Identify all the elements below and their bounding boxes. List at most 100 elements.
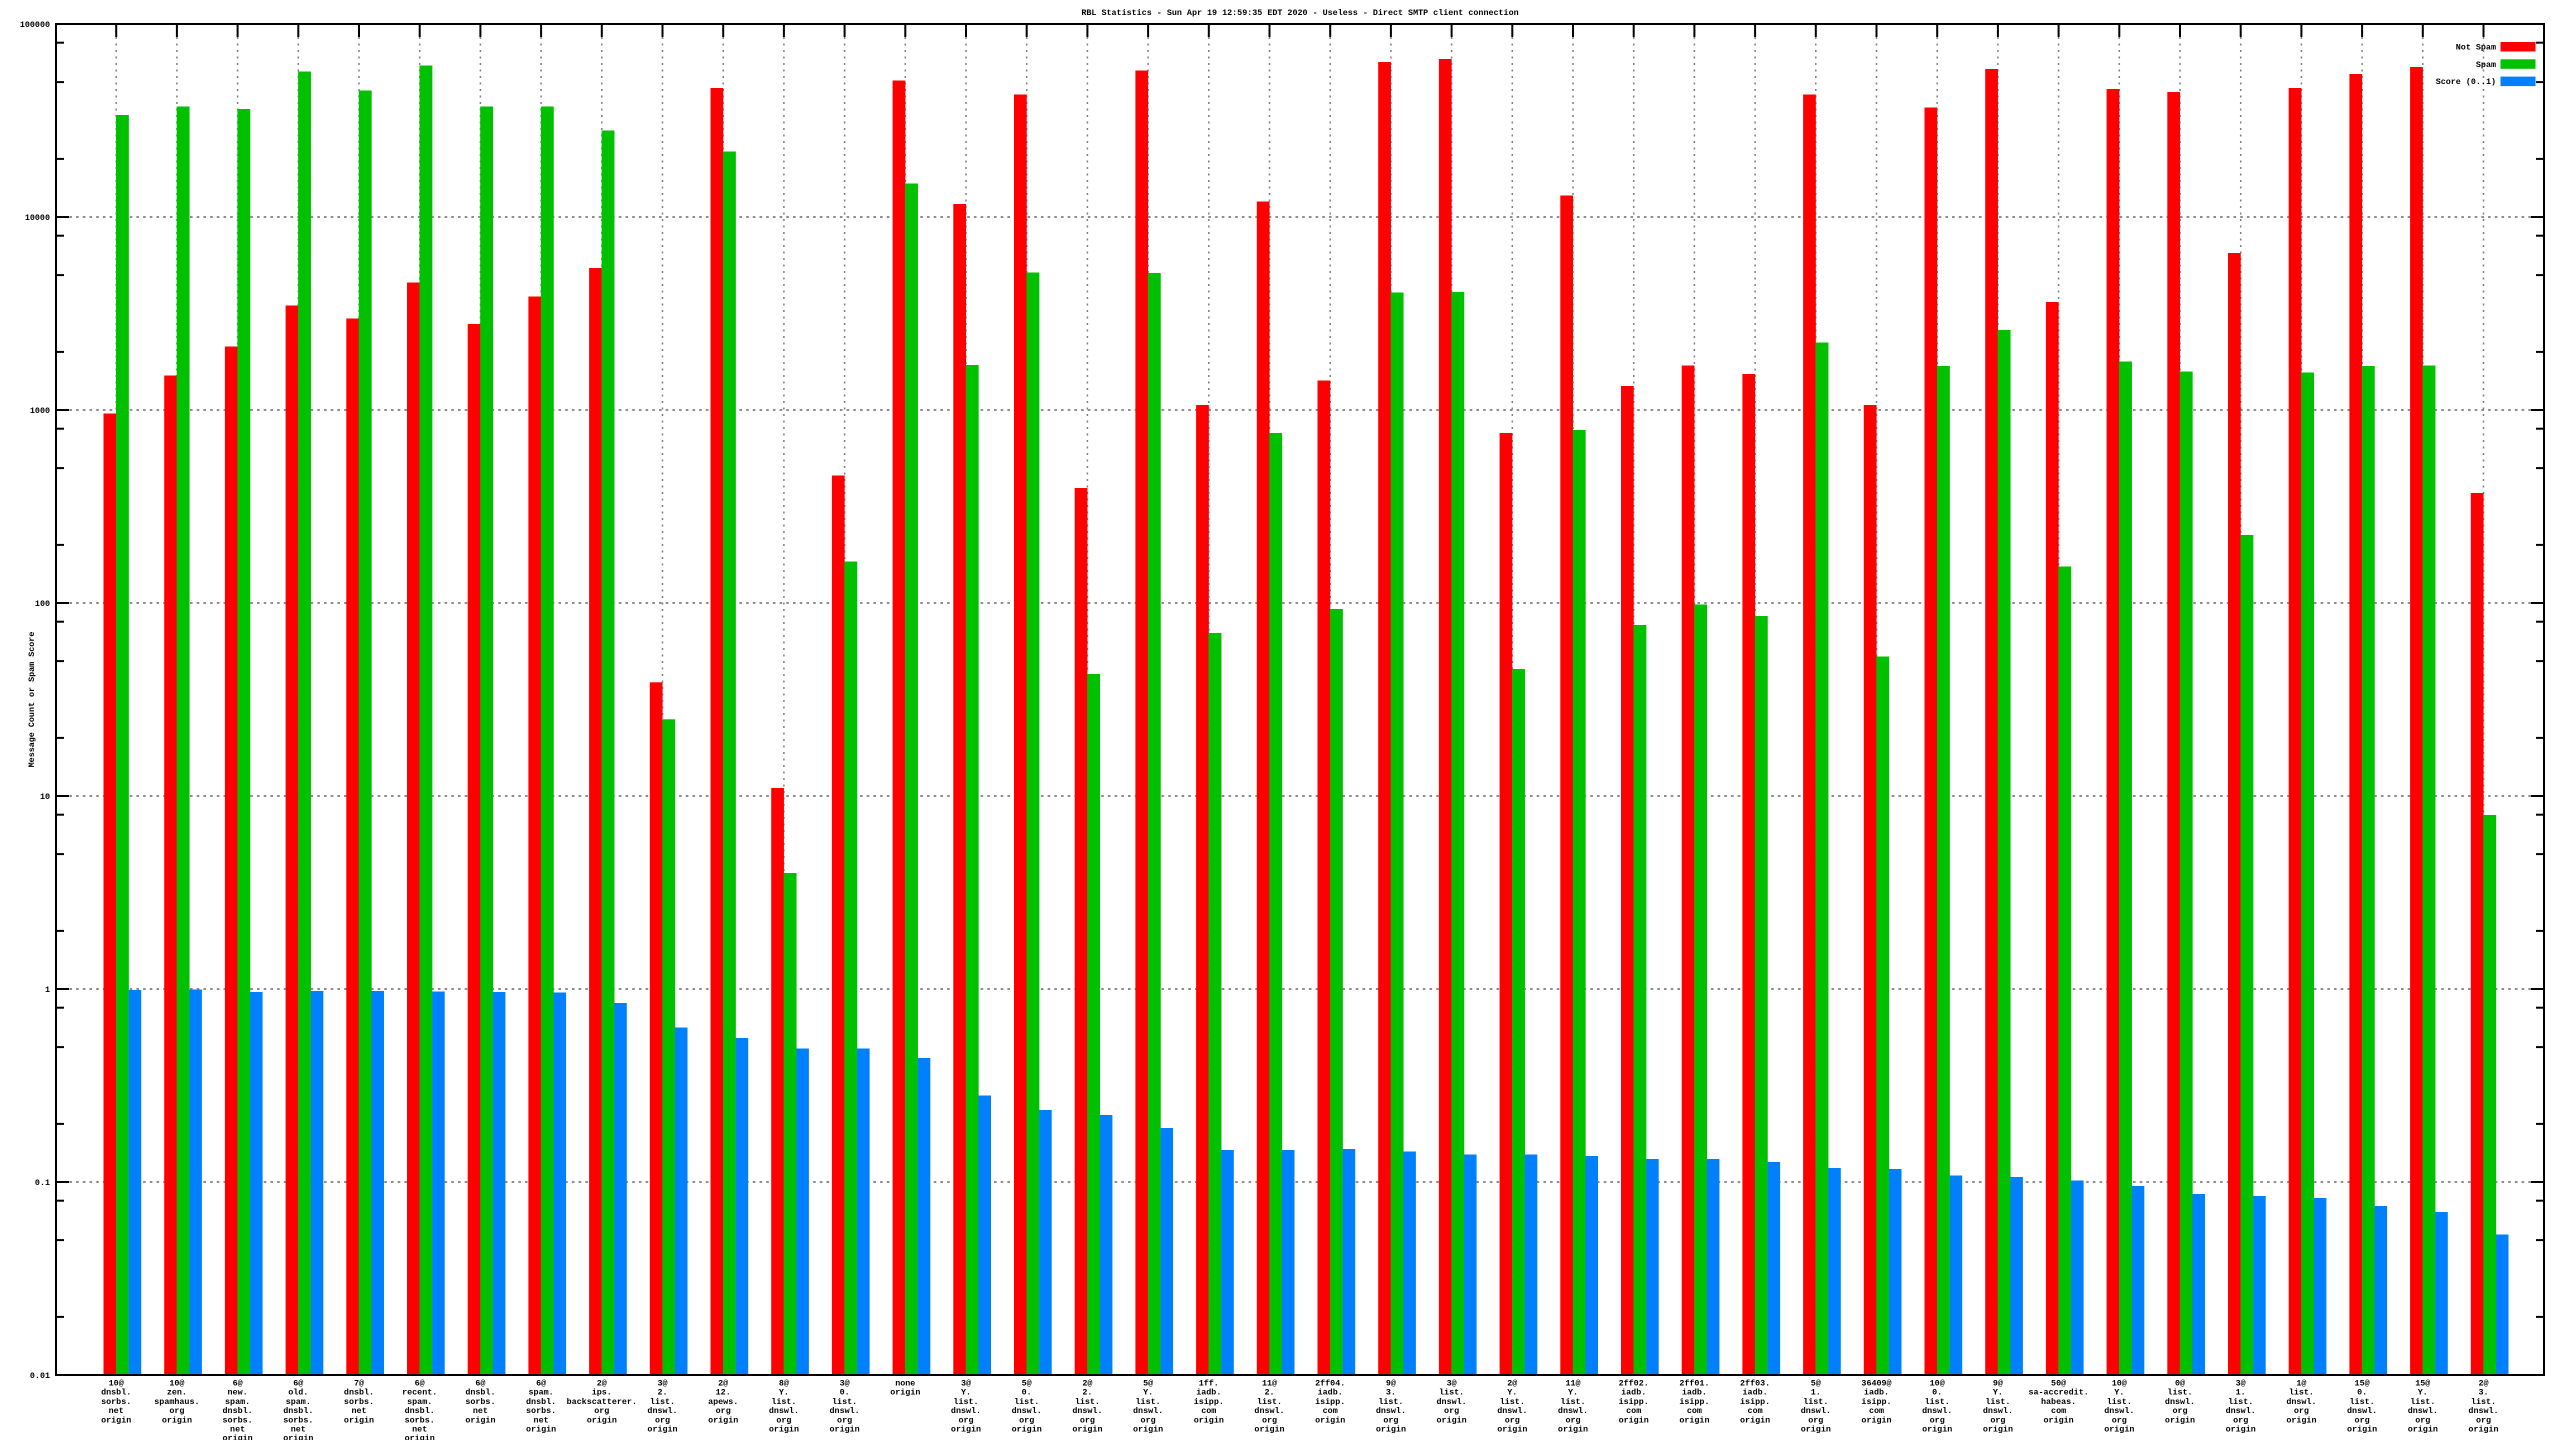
svg-text:list.: list. <box>2289 1388 2314 1398</box>
svg-text:Y.: Y. <box>1143 1388 1153 1398</box>
svg-text:origin: origin <box>1801 1425 1831 1435</box>
svg-text:com: com <box>1869 1406 1884 1416</box>
svg-text:1.: 1. <box>2236 1388 2246 1398</box>
svg-text:100000: 100000 <box>20 20 50 30</box>
svg-text:list.: list. <box>1439 1388 1464 1398</box>
svg-text:2.: 2. <box>1082 1388 1092 1398</box>
svg-text:Y.: Y. <box>961 1388 971 1398</box>
svg-text:5@: 5@ <box>1811 1379 1821 1389</box>
svg-text:dnswl.: dnswl. <box>1497 1406 1527 1416</box>
svg-text:3@: 3@ <box>961 1379 971 1389</box>
svg-text:Not Spam: Not Spam <box>2456 43 2496 53</box>
svg-text:sa-accredit.: sa-accredit. <box>2028 1388 2088 1398</box>
svg-text:iadb.: iadb. <box>1621 1388 1646 1398</box>
svg-text:dnswl.: dnswl. <box>2468 1406 2498 1416</box>
svg-text:15@: 15@ <box>2355 1379 2370 1389</box>
svg-text:list.: list. <box>1075 1397 1100 1407</box>
svg-text:iadb.: iadb. <box>1743 1388 1768 1398</box>
svg-text:list.: list. <box>771 1397 796 1407</box>
svg-text:com: com <box>1748 1406 1763 1416</box>
svg-text:2ff04.: 2ff04. <box>1315 1379 1345 1389</box>
svg-text:origin: origin <box>405 1434 435 1440</box>
svg-text:origin: origin <box>2408 1425 2438 1435</box>
svg-text:3.: 3. <box>2478 1388 2488 1398</box>
svg-text:origin: origin <box>890 1388 920 1398</box>
svg-text:6@: 6@ <box>536 1379 546 1389</box>
svg-text:2ff01.: 2ff01. <box>1679 1379 1709 1389</box>
svg-text:2@: 2@ <box>1507 1379 1517 1389</box>
svg-text:list.: list. <box>1500 1397 1525 1407</box>
svg-text:RBL Statistics - Sun Apr 19 12: RBL Statistics - Sun Apr 19 12:59:35 EDT… <box>1081 8 1518 18</box>
svg-text:origin: origin <box>647 1425 677 1435</box>
svg-text:origin: origin <box>1254 1425 1284 1435</box>
svg-text:10: 10 <box>40 792 50 802</box>
svg-text:origin: origin <box>344 1415 374 1425</box>
svg-text:origin: origin <box>1497 1425 1527 1435</box>
svg-text:origin: origin <box>587 1415 617 1425</box>
svg-text:1ff.: 1ff. <box>1199 1379 1219 1389</box>
svg-text:50@: 50@ <box>2051 1379 2066 1389</box>
svg-text:list.: list. <box>1985 1397 2010 1407</box>
svg-text:origin: origin <box>1315 1415 1345 1425</box>
svg-text:2ff02.: 2ff02. <box>1619 1379 1649 1389</box>
svg-text:dnswl.: dnswl. <box>1437 1397 1467 1407</box>
svg-text:origin: origin <box>1133 1425 1163 1435</box>
svg-text:origin: origin <box>2104 1425 2134 1435</box>
svg-text:0.: 0. <box>840 1388 850 1398</box>
svg-text:6@: 6@ <box>415 1379 425 1389</box>
svg-text:net: net <box>412 1425 427 1435</box>
svg-text:origin: origin <box>1012 1425 1042 1435</box>
svg-text:origin: origin <box>2347 1425 2377 1435</box>
svg-text:backscatterer.: backscatterer. <box>567 1397 637 1407</box>
svg-text:sorbs.: sorbs. <box>465 1397 495 1407</box>
svg-text:iadb.: iadb. <box>1864 1388 1889 1398</box>
svg-text:10@: 10@ <box>1930 1379 1945 1389</box>
svg-text:2.: 2. <box>1264 1388 1274 1398</box>
svg-text:2@: 2@ <box>718 1379 728 1389</box>
svg-text:3@: 3@ <box>2236 1379 2246 1389</box>
svg-text:list.: list. <box>1257 1397 1282 1407</box>
svg-text:dnswl.: dnswl. <box>1254 1406 1284 1416</box>
svg-text:15@: 15@ <box>2415 1379 2430 1389</box>
svg-text:Y.: Y. <box>779 1388 789 1398</box>
svg-text:list.: list. <box>1014 1397 1039 1407</box>
svg-text:net: net <box>109 1406 124 1416</box>
svg-text:origin: origin <box>708 1415 738 1425</box>
svg-text:sorbs.: sorbs. <box>405 1415 435 1425</box>
svg-text:1000: 1000 <box>30 406 50 416</box>
svg-text:list.: list. <box>650 1397 675 1407</box>
svg-text:net: net <box>291 1425 306 1435</box>
svg-text:sorbs.: sorbs. <box>344 1397 374 1407</box>
svg-text:org: org <box>2112 1415 2127 1425</box>
svg-text:habeas.: habeas. <box>2041 1397 2076 1407</box>
svg-text:2@: 2@ <box>597 1379 607 1389</box>
svg-text:org: org <box>1990 1415 2005 1425</box>
svg-text:iadb.: iadb. <box>1682 1388 1707 1398</box>
svg-text:10000: 10000 <box>25 213 50 223</box>
svg-text:org: org <box>655 1415 670 1425</box>
svg-text:dnswl.: dnswl. <box>1012 1406 1042 1416</box>
svg-text:6@: 6@ <box>293 1379 303 1389</box>
svg-text:dnsbl.: dnsbl. <box>405 1406 435 1416</box>
svg-text:list.: list. <box>953 1397 978 1407</box>
svg-text:origin: origin <box>223 1434 253 1440</box>
svg-text:5@: 5@ <box>1022 1379 1032 1389</box>
svg-text:dnswl.: dnswl. <box>1558 1406 1588 1416</box>
svg-text:org: org <box>837 1415 852 1425</box>
svg-text:list.: list. <box>1925 1397 1950 1407</box>
svg-text:org: org <box>1808 1415 1823 1425</box>
svg-text:0.1: 0.1 <box>35 1178 50 1188</box>
svg-text:dnswl.: dnswl. <box>2226 1406 2256 1416</box>
svg-text:new.: new. <box>228 1388 248 1398</box>
svg-text:origin: origin <box>1437 1415 1467 1425</box>
svg-text:2.: 2. <box>657 1388 667 1398</box>
svg-text:dnswl.: dnswl. <box>2286 1397 2316 1407</box>
svg-text:dnsbl.: dnsbl. <box>283 1406 313 1416</box>
svg-text:origin: origin <box>1376 1425 1406 1435</box>
svg-text:com: com <box>2051 1406 2066 1416</box>
svg-text:dnswl.: dnswl. <box>830 1406 860 1416</box>
svg-text:dnswl.: dnswl. <box>951 1406 981 1416</box>
svg-text:origin: origin <box>1072 1425 1102 1435</box>
svg-text:12.: 12. <box>716 1388 731 1398</box>
svg-text:list.: list. <box>2107 1397 2132 1407</box>
